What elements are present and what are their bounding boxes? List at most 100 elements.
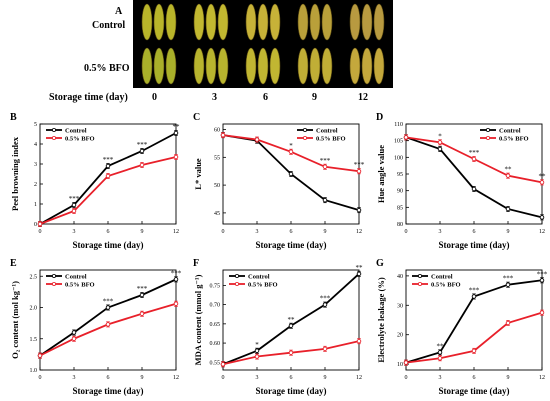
legend-label: Control [65, 127, 87, 134]
data-point [403, 360, 409, 365]
y-tick-label: 80 [397, 222, 403, 228]
y-tick-label: 20 [397, 333, 403, 339]
y-tick-label: 10 [397, 362, 403, 368]
significance-label: *** [137, 141, 148, 149]
plot-frame [405, 269, 543, 371]
banana-bunch [141, 3, 177, 41]
significance-label: *** [171, 269, 182, 277]
legend-marker [52, 273, 57, 278]
y-tick-label: 2.5 [30, 274, 38, 280]
banana-finger [245, 3, 257, 41]
x-axis-label: Storage time (day) [256, 240, 327, 250]
x-tick-label: 6 [107, 375, 110, 381]
data-point [322, 302, 328, 307]
significance-label: *** [469, 286, 480, 294]
banana-bunch [245, 47, 281, 85]
y-tick-label: 0.75 [210, 283, 221, 289]
significance-label: * [438, 132, 442, 140]
y-tick-label: 2 [34, 182, 37, 188]
data-point [322, 346, 328, 352]
data-point [173, 130, 179, 136]
legend-marker [486, 127, 491, 132]
x-axis-label: Storage time (day) [439, 386, 510, 396]
chart-o2-content: E 0 3 6 9 12 1.0 1.5 2.0 2.5 Storage time (day) O₂ … [10, 258, 182, 396]
x-tick-label: 6 [290, 229, 293, 235]
x-tick-label: 3 [73, 229, 76, 235]
legend-label: Control [499, 127, 521, 134]
significance-label: *** [354, 161, 365, 169]
x-tick-label: 0 [39, 375, 42, 381]
legend-label: 0.5% BFO [65, 281, 95, 288]
legend-marker [235, 273, 240, 278]
data-point [139, 311, 145, 317]
data-point [539, 215, 545, 220]
x-tick-label: 9 [324, 375, 327, 381]
significance-label: *** [320, 157, 331, 165]
legend-marker [303, 135, 308, 140]
data-point [505, 206, 511, 212]
banana-finger [193, 47, 205, 85]
chart-electrolyte-leakage: G 0 3 6 9 12 10 20 30 40 Storage time (day) Electro… [376, 258, 548, 396]
x-tick-label: 9 [324, 229, 327, 235]
series-line [405, 311, 543, 364]
significance-label: ** [356, 264, 364, 272]
x-tick-label: 9 [141, 229, 144, 235]
legend-label: 0.5% BFO [65, 135, 95, 142]
x-tick-label: 9 [507, 229, 510, 235]
banana-finger [257, 3, 269, 41]
significance-label: ** [539, 172, 547, 180]
y-tick-label: 30 [397, 303, 403, 309]
banana-bunch [245, 3, 281, 41]
data-point [37, 353, 43, 358]
y-tick-label: 3 [34, 162, 37, 168]
data-point [505, 173, 511, 178]
significance-label: * [255, 341, 259, 349]
legend-marker [303, 127, 308, 132]
x-tick-label: 12 [539, 375, 545, 381]
y-tick-label: 45 [214, 211, 220, 217]
banana-bunch [193, 3, 229, 41]
x-tick-label: 0 [405, 375, 408, 381]
y-tick-label: 0.60 [210, 341, 221, 347]
banana-finger [153, 3, 165, 41]
data-point [437, 140, 443, 145]
x-axis-label: Storage time (day) [439, 240, 510, 250]
banana-finger [141, 3, 153, 41]
banana-finger [321, 3, 333, 41]
legend-marker [52, 127, 57, 132]
significance-label: ** [505, 166, 513, 174]
banana-finger [309, 47, 321, 85]
banana-bunch [349, 47, 385, 85]
legend-marker [418, 281, 423, 286]
data-point [539, 278, 545, 283]
x-tick-label: 3 [73, 375, 76, 381]
x-tick-label: 6 [290, 375, 293, 381]
banana-bunch [297, 47, 333, 85]
x-tick-label: 3 [439, 229, 442, 235]
x-tick-label: 12 [356, 375, 362, 381]
x-tick-label: 9 [507, 375, 510, 381]
data-point [437, 355, 443, 361]
data-point [356, 207, 362, 213]
data-point [71, 330, 77, 335]
y-tick-label: 90 [397, 189, 403, 195]
legend-label: Control [316, 127, 338, 134]
significance-label: ** [288, 316, 296, 324]
x-tick-label: 12 [173, 229, 179, 235]
y-axis-label: O₂ content (mol kg⁻¹) [10, 281, 20, 359]
significance-label: *** [69, 195, 80, 203]
data-point [71, 208, 77, 214]
data-point [254, 354, 260, 359]
banana-finger [205, 3, 217, 41]
legend-marker [52, 281, 57, 286]
legend-label: 0.5% BFO [499, 135, 529, 142]
data-point [139, 292, 145, 298]
legend-marker [418, 273, 423, 278]
x-tick-label: 0 [39, 229, 42, 235]
x-axis-label: Storage time (day) [73, 240, 144, 250]
data-point [403, 135, 409, 140]
legend-label: Control [65, 273, 87, 280]
x-tick-label: 0 [405, 229, 408, 235]
data-point [139, 148, 145, 154]
